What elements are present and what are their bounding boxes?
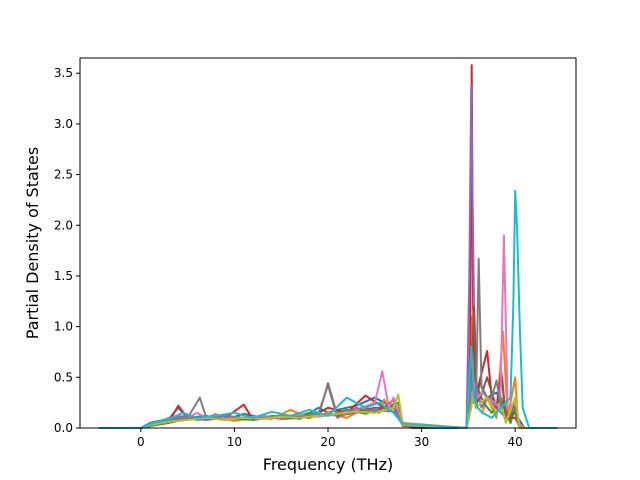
x-tick-label: 10 (227, 435, 242, 449)
x-tick-label: 20 (320, 435, 335, 449)
series-layer (98, 64, 558, 429)
x-tick-label: 30 (414, 435, 429, 449)
y-axis-label: Partial Density of States (23, 147, 42, 339)
x-tick-label: 0 (137, 435, 145, 449)
x-tick-label: 40 (508, 435, 523, 449)
pdos-series-8 (98, 257, 558, 429)
x-axis-label: Frequency (THz) (263, 455, 393, 474)
y-tick-label: 1.0 (54, 320, 73, 334)
y-tick-label: 2.5 (54, 168, 73, 182)
y-tick-label: 0.5 (54, 370, 73, 384)
y-tick-label: 2.0 (54, 218, 73, 232)
pdos-series-10 (98, 189, 558, 429)
y-axis-ticks: 0.0 0.5 1.0 1.5 2.0 2.5 3.0 3.5 (54, 66, 80, 435)
y-tick-label: 3.5 (54, 66, 73, 80)
y-tick-label: 0.0 (54, 421, 73, 435)
y-tick-label: 3.0 (54, 117, 73, 131)
y-tick-label: 1.5 (54, 269, 73, 283)
plot-area (80, 58, 576, 428)
x-axis-ticks: 0 10 20 30 40 (137, 428, 523, 449)
